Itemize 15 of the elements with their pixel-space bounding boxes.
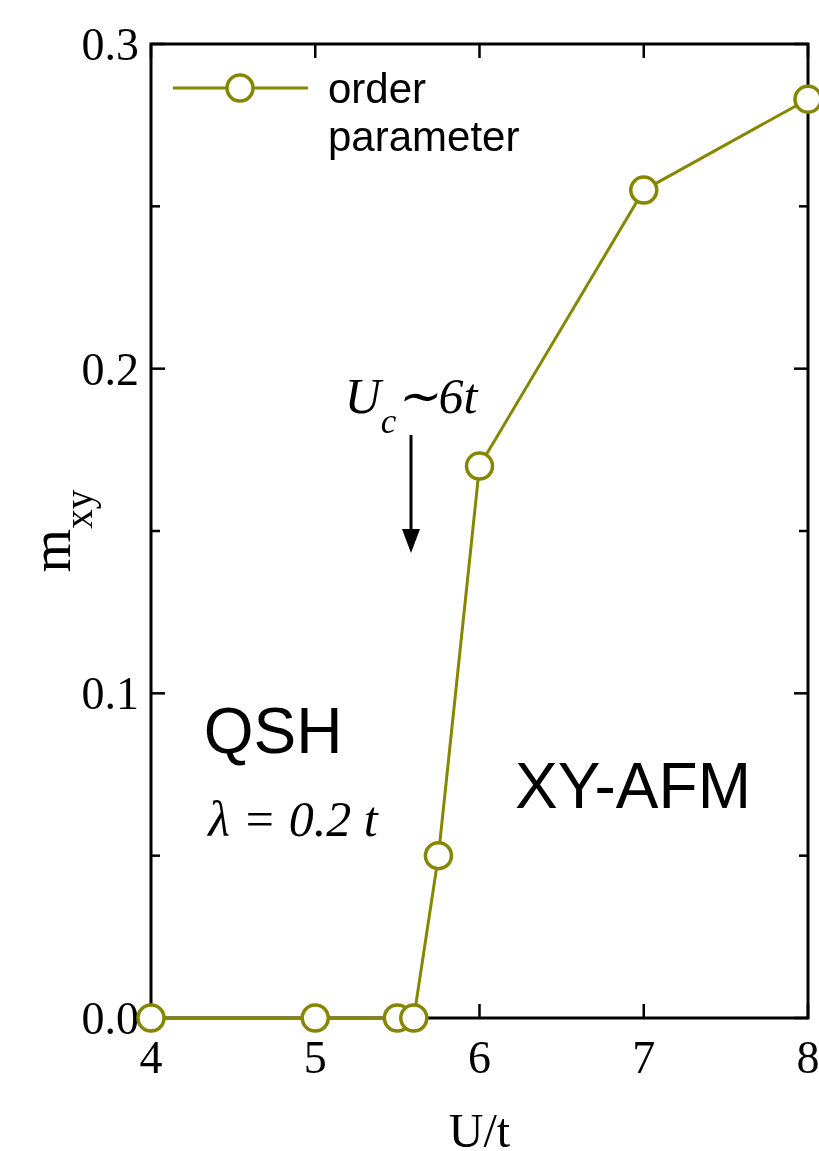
y-tick-label: 0.0 xyxy=(81,993,139,1045)
x-tick-label: 5 xyxy=(303,1032,327,1083)
x-tick-label: 8 xyxy=(796,1032,819,1083)
y-tick-label: 0.1 xyxy=(81,668,139,720)
x-tick-label: 4 xyxy=(139,1032,163,1083)
y-tick-label: 0.3 xyxy=(81,19,139,71)
legend-label: order parameter xyxy=(328,65,520,160)
annotation: QSH xyxy=(203,695,343,767)
annotation: λ = 0.2 t xyxy=(206,791,379,847)
x-axis-title: U/t xyxy=(448,1104,511,1151)
annotation: XY-AFM xyxy=(515,750,751,822)
x-tick-label: 7 xyxy=(632,1032,656,1083)
y-tick-label: 0.2 xyxy=(81,343,139,395)
annotation: U$_{c}$∼6t xyxy=(344,368,479,441)
x-tick-label: 6 xyxy=(468,1032,491,1083)
